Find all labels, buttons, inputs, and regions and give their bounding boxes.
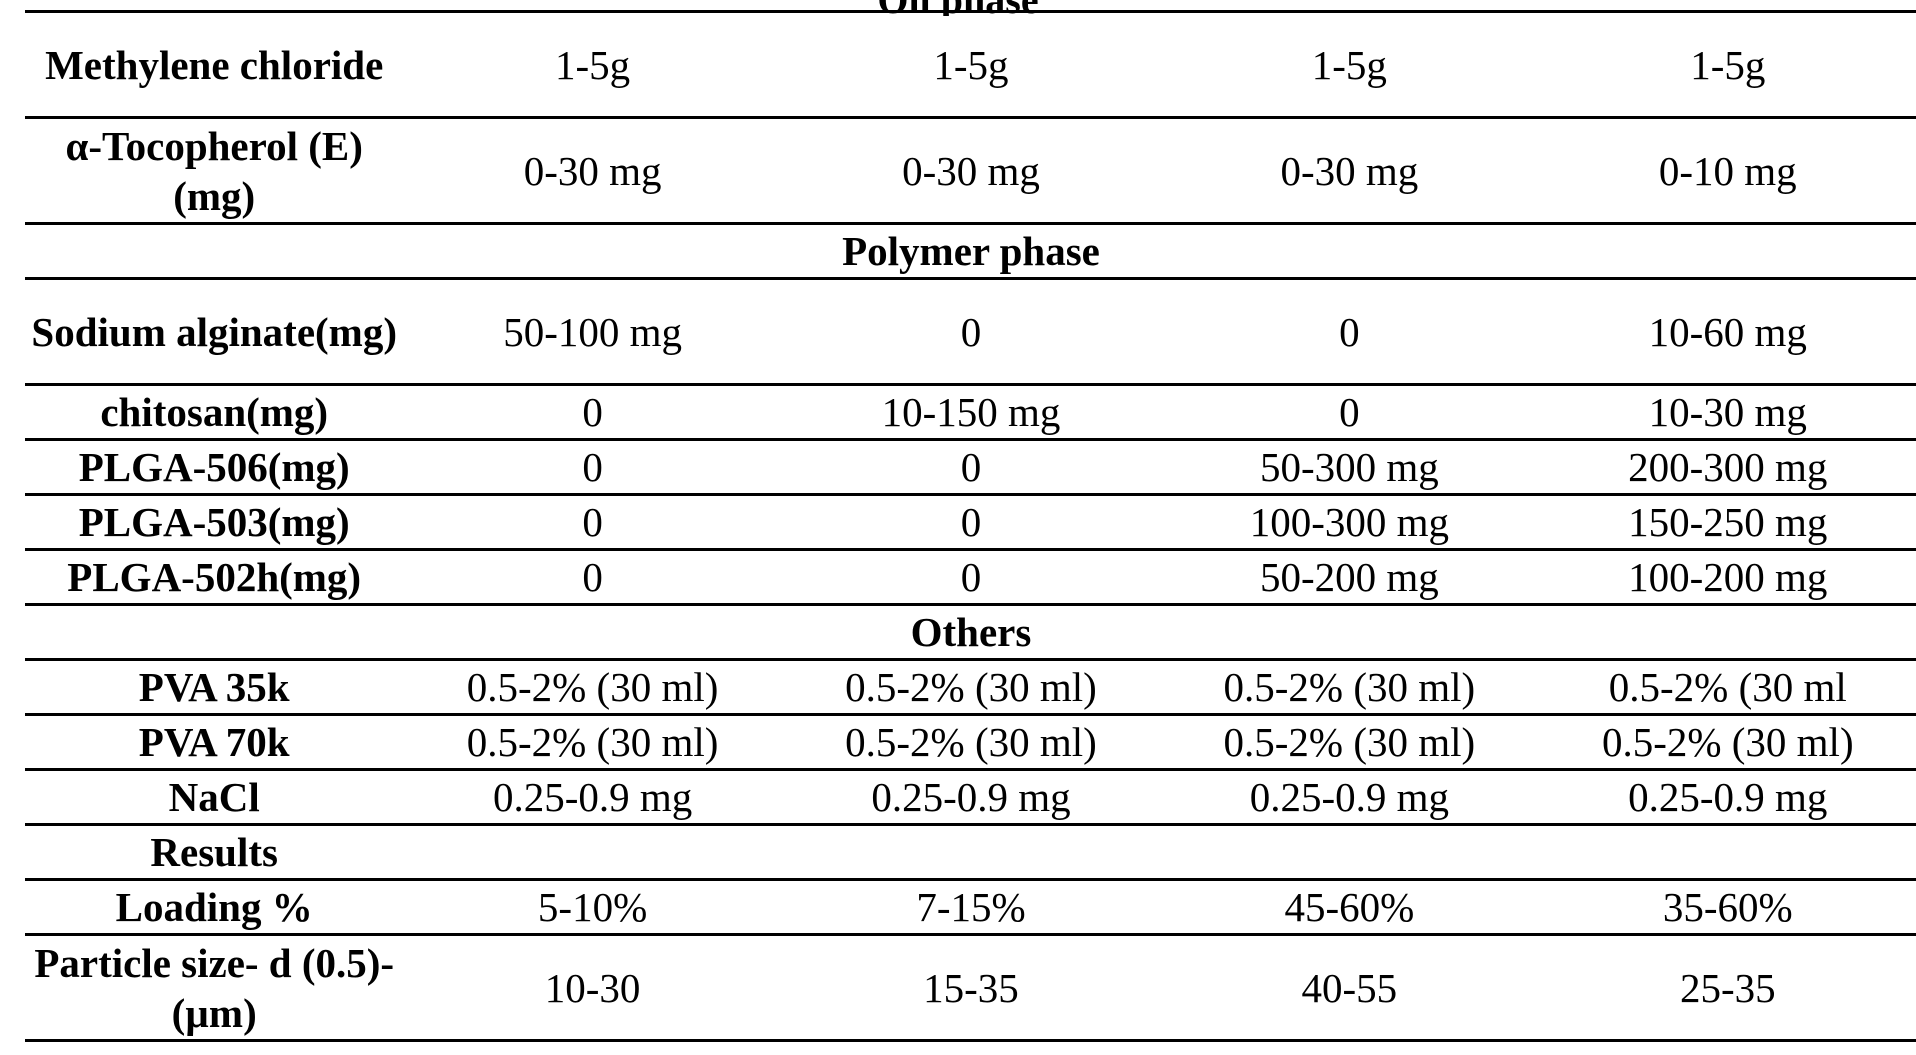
row-label: Particle size- d (0.5)-(µm): [25, 933, 404, 1042]
table-cell: 0: [781, 438, 1161, 496]
table-row: PVA 35k 0.5-2% (30 ml) 0.5-2% (30 ml) 0.…: [25, 658, 1916, 716]
table-cell: 0: [1160, 383, 1539, 441]
table-cell: 1-5g: [1538, 10, 1916, 119]
table-cell: 50-100 mg: [403, 277, 782, 386]
table-cell: 0.5-2% (30 ml): [781, 713, 1161, 771]
table-cell: 0: [403, 383, 782, 441]
table-cell: 10-60 mg: [1538, 277, 1916, 386]
table-cell: 0-30 mg: [403, 116, 782, 225]
table-cell: 35-60%: [1538, 878, 1916, 936]
table-cell: 1-5g: [1160, 10, 1539, 119]
table-cell: 0-30 mg: [781, 116, 1161, 225]
row-label: PLGA-506(mg): [25, 438, 404, 496]
table-cell: 10-30: [403, 933, 782, 1042]
table-cell: 0: [781, 493, 1161, 551]
table-cell: 0-10 mg: [1538, 116, 1916, 225]
table-cell: 0: [403, 438, 782, 496]
table-row: Sodium alginate(mg) 50-100 mg 0 0 10-60 …: [25, 277, 1916, 386]
table-row: PVA 70k 0.5-2% (30 ml) 0.5-2% (30 ml) 0.…: [25, 713, 1916, 771]
table-row: Particle size- d (0.5)-(µm) 10-30 15-35 …: [25, 933, 1916, 1042]
table-cell: 200-300 mg: [1538, 438, 1916, 496]
section-row: Polymer phase: [25, 222, 1916, 280]
row-label: PLGA-503(mg): [25, 493, 404, 551]
table-row: PLGA-506(mg) 0 0 50-300 mg 200-300 mg: [25, 438, 1916, 496]
table-row: PLGA-502h(mg) 0 0 50-200 mg 100-200 mg: [25, 548, 1916, 606]
row-label: α-Tocopherol (E) (mg): [25, 116, 404, 225]
section-row: Results: [25, 823, 1916, 881]
table-cell: 25-35: [1538, 933, 1916, 1042]
table-cell: 0.5-2% (30 ml: [1538, 658, 1916, 716]
section-header-polymer: Polymer phase: [25, 222, 1916, 280]
table-row: NaCl 0.25-0.9 mg 0.25-0.9 mg 0.25-0.9 mg…: [25, 768, 1916, 826]
table-cell: 50-300 mg: [1160, 438, 1539, 496]
table-cell: 0.5-2% (30 ml): [1538, 713, 1916, 771]
table-cell: 1-5g: [403, 10, 782, 119]
table-row: α-Tocopherol (E) (mg) 0-30 mg 0-30 mg 0-…: [25, 116, 1916, 225]
table-cell: 0: [403, 548, 782, 606]
table-cell: 100-300 mg: [1160, 493, 1539, 551]
table-cell: 0.5-2% (30 ml): [403, 658, 782, 716]
table-cell: 0.25-0.9 mg: [1160, 768, 1539, 826]
table-cell: 40-55: [1160, 933, 1539, 1042]
table-cell: 7-15%: [781, 878, 1161, 936]
table-row: Methylene chloride 1-5g 1-5g 1-5g 1-5g: [25, 10, 1916, 119]
table-row: PLGA-503(mg) 0 0 100-300 mg 150-250 mg: [25, 493, 1916, 551]
table-cell: 0.25-0.9 mg: [781, 768, 1161, 826]
table-cell: 10-30 mg: [1538, 383, 1916, 441]
table-cell: 0.5-2% (30 ml): [1160, 658, 1539, 716]
table-cell: 15-35: [781, 933, 1161, 1042]
table-cell: 45-60%: [1160, 878, 1539, 936]
table-cell: 0.25-0.9 mg: [403, 768, 782, 826]
section-header-results: Results: [25, 823, 404, 881]
section-row: Others: [25, 603, 1916, 661]
row-label: Loading %: [25, 878, 404, 936]
table-cell: 0: [403, 493, 782, 551]
table-cell: 150-250 mg: [1538, 493, 1916, 551]
row-label: PVA 35k: [25, 658, 404, 716]
empty-cell: [403, 823, 1916, 881]
table-cell: 0: [781, 277, 1161, 386]
table-cell: 5-10%: [403, 878, 782, 936]
row-label: PVA 70k: [25, 713, 404, 771]
row-label: Sodium alginate(mg): [25, 277, 404, 386]
row-label: Methylene chloride: [25, 10, 404, 119]
table-cell: 50-200 mg: [1160, 548, 1539, 606]
row-label: PLGA-502h(mg): [25, 548, 404, 606]
table-cell: 10-150 mg: [781, 383, 1161, 441]
table-cell: 100-200 mg: [1538, 548, 1916, 606]
table-cell: 0: [781, 548, 1161, 606]
formulation-table: Methylene chloride 1-5g 1-5g 1-5g 1-5g α…: [25, 10, 1916, 1042]
table-cell: 1-5g: [781, 10, 1161, 119]
table-cell: 0.5-2% (30 ml): [403, 713, 782, 771]
table-cell: 0.5-2% (30 ml): [781, 658, 1161, 716]
row-label: chitosan(mg): [25, 383, 404, 441]
table-cell: 0: [1160, 277, 1539, 386]
table-cell: 0.25-0.9 mg: [1538, 768, 1916, 826]
table-row: Loading % 5-10% 7-15% 45-60% 35-60%: [25, 878, 1916, 936]
row-label: NaCl: [25, 768, 404, 826]
section-header-others: Others: [25, 603, 1916, 661]
table-row: chitosan(mg) 0 10-150 mg 0 10-30 mg: [25, 383, 1916, 441]
table-cell: 0-30 mg: [1160, 116, 1539, 225]
table-cell: 0.5-2% (30 ml): [1160, 713, 1539, 771]
